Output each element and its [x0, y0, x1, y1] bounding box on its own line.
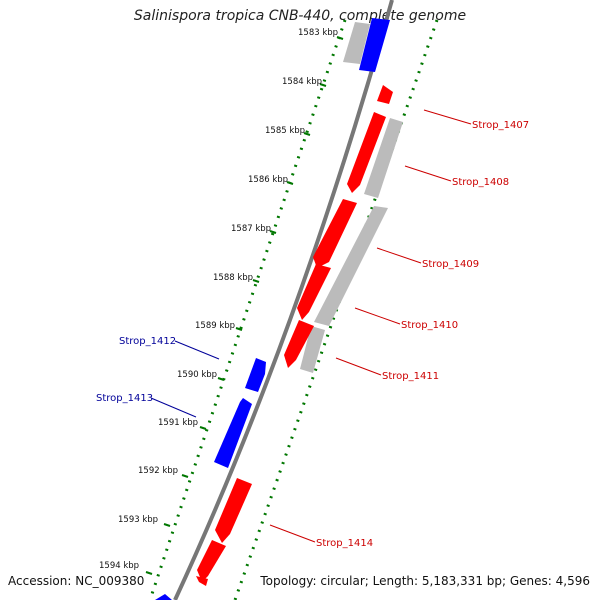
tick-label: 1592 kbp: [138, 466, 178, 476]
tick-label: 1586 kbp: [248, 175, 288, 185]
grey-feature: [364, 118, 403, 198]
gene-label-strop-1413: Strop_1413: [96, 393, 153, 404]
tick-label: 1588 kbp: [213, 273, 253, 283]
tick-labels: 1583 kbp 1584 kbp 1585 kbp 1586 kbp 1587…: [99, 28, 338, 571]
gene-strop-1412: [245, 358, 266, 392]
gene-label-strop-1414: Strop_1414: [316, 538, 373, 549]
tick-marks: [145, 36, 344, 575]
gene-reverse: [359, 18, 390, 72]
topology-text: Topology: circular; Length: 5,183,331 bp…: [260, 574, 590, 588]
gene-label-strop-1407: Strop_1407: [472, 120, 529, 131]
gene-forward: [377, 85, 393, 104]
tick-label: 1590 kbp: [177, 370, 217, 380]
gene-strop-1414: [197, 540, 226, 582]
accession-text: Accession: NC_009380: [8, 574, 145, 588]
grey-feature: [314, 206, 388, 326]
gene-strop-1408: [313, 199, 357, 268]
gene-reverse: [155, 594, 172, 600]
grey-feature: [343, 22, 370, 64]
tick-label: 1593 kbp: [118, 515, 158, 525]
genome-backbone: [173, 0, 394, 600]
gene-labels: Strop_1407 Strop_1408 Strop_1409 Strop_1…: [96, 120, 529, 549]
inner-tick-track: [148, 19, 347, 600]
gene-label-strop-1410: Strop_1410: [401, 320, 458, 331]
gene-strop-1413: [214, 398, 252, 468]
gene-strop-1409: [297, 264, 331, 320]
tick-label: 1585 kbp: [265, 126, 305, 136]
tick-label: 1583 kbp: [298, 28, 338, 38]
tick-label: 1591 kbp: [158, 418, 198, 428]
tick-label: 1594 kbp: [99, 561, 139, 571]
gene-label-strop-1412: Strop_1412: [119, 336, 176, 347]
gene-label-strop-1408: Strop_1408: [452, 177, 509, 188]
gene-strop-1407: [347, 112, 386, 193]
tick-label: 1589 kbp: [195, 321, 235, 331]
grey-feature: [300, 326, 325, 373]
label-leaders: [150, 109, 472, 543]
gene-strop-1411: [215, 478, 252, 543]
tick-label: 1587 kbp: [231, 224, 271, 234]
gene-forward: [196, 576, 208, 586]
tick-label: 1584 kbp: [282, 77, 322, 87]
gene-label-strop-1411: Strop_1411: [382, 371, 439, 382]
gene-label-strop-1409: Strop_1409: [422, 259, 479, 270]
outer-tick-track: [233, 19, 439, 600]
gene-strop-1410: [284, 320, 314, 368]
